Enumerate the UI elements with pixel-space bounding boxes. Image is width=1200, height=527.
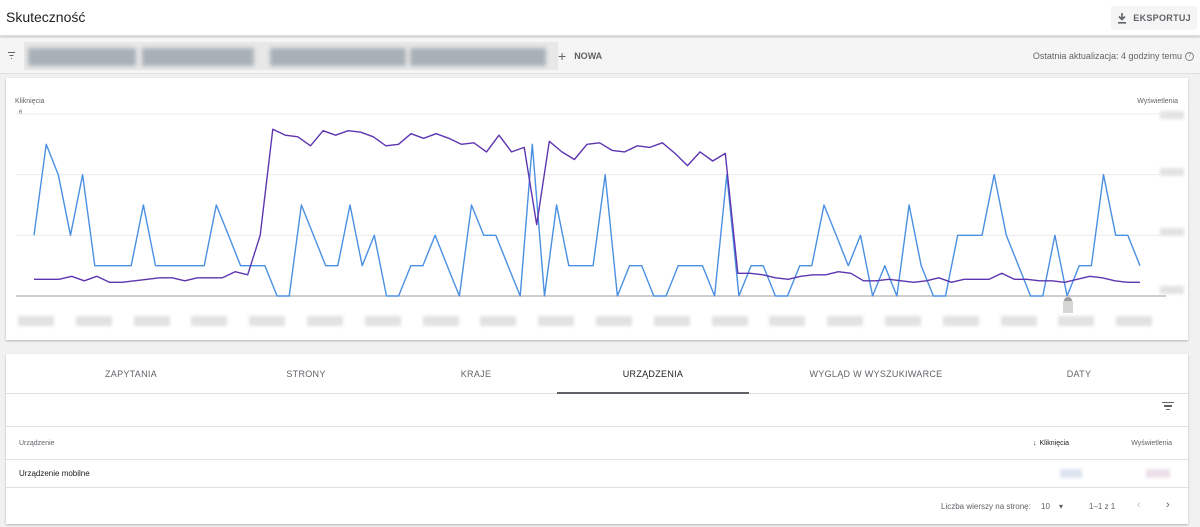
redacted-impressions-value — [1146, 469, 1170, 478]
redacted-tick — [1160, 286, 1184, 294]
filter-chip[interactable] — [270, 48, 406, 66]
table-row[interactable]: Urządzenie mobilne — [6, 460, 1188, 488]
redacted-x-tick — [480, 316, 517, 326]
dimensions-table-card: ZAPYTANIA STRONY KRAJE URZĄDZENIA WYGLĄD… — [6, 354, 1188, 524]
redacted-x-tick — [653, 316, 690, 326]
tab-pages[interactable]: STRONY — [286, 369, 326, 379]
left-axis-label: Kliknięcia — [15, 98, 45, 105]
last-update: Ostatnia aktualizacja: 4 godziny temu ? — [1033, 51, 1194, 61]
series-line-clicks[interactable] — [33, 143, 1141, 297]
page-title: Skuteczność — [6, 9, 86, 25]
redacted-x-tick — [538, 316, 575, 326]
page-range: 1–1 z 1 — [1089, 502, 1116, 511]
redacted-x-tick — [191, 316, 228, 326]
redacted-x-tick — [75, 316, 112, 326]
last-update-text: Ostatnia aktualizacja: 4 godziny temu — [1032, 51, 1182, 61]
annotation-marker-tail — [1063, 301, 1073, 313]
tab-queries[interactable]: ZAPYTANIA — [104, 369, 158, 379]
redacted-x-tick — [364, 316, 401, 326]
redacted-x-tick — [422, 316, 459, 326]
column-device[interactable]: Urządzenie — [19, 440, 55, 447]
tab-devices[interactable]: URZĄDZENIA — [557, 354, 749, 394]
redacted-x-tick — [249, 316, 286, 326]
redacted-x-tick — [769, 316, 806, 326]
redacted-x-tick — [133, 316, 170, 326]
filter-chip[interactable] — [410, 48, 546, 66]
export-label: EKSPORTUJ — [1133, 13, 1191, 23]
table-header: Urządzenie ↓ Kliknięcia Wyświetlenia — [6, 426, 1188, 460]
filter-chips — [24, 42, 558, 70]
left-axis-top-tick: 6 — [19, 110, 23, 116]
help-icon[interactable]: ? — [1185, 51, 1194, 61]
filter-bar: + NOWA Ostatnia aktualizacja: 4 godziny … — [0, 38, 1200, 74]
next-page-icon[interactable]: › — [1166, 499, 1170, 511]
dimension-tabs: ZAPYTANIA STRONY KRAJE URZĄDZENIA WYGLĄD… — [6, 354, 1188, 394]
tab-dates[interactable]: DATY — [1066, 369, 1092, 379]
line-chart[interactable] — [6, 78, 1188, 340]
export-button[interactable]: EKSPORTUJ — [1111, 6, 1197, 30]
redacted-x-tick — [711, 316, 748, 326]
new-filter-button[interactable]: + NOWA — [558, 48, 602, 64]
redacted-x-tick — [827, 316, 864, 326]
column-impressions[interactable]: Wyświetlenia — [1131, 440, 1172, 447]
filter-chip[interactable] — [142, 48, 254, 66]
redacted-tick — [1160, 111, 1184, 119]
plus-icon: + — [558, 48, 567, 64]
table-filter-icon[interactable] — [1162, 402, 1174, 412]
redacted-tick — [1160, 168, 1184, 176]
device-cell: Urządzenie mobilne — [19, 469, 90, 478]
redacted-clicks-value — [1060, 469, 1082, 478]
tab-search-appearance[interactable]: WYGLĄD W WYSZUKIWARCE — [809, 369, 943, 379]
pagination: Liczba wierszy na stronę: 10 ▾ 1–1 z 1 ‹… — [6, 494, 1188, 518]
download-icon — [1118, 12, 1127, 24]
filter-chip[interactable] — [28, 48, 136, 66]
redacted-x-tick — [1058, 316, 1095, 326]
redacted-x-tick — [18, 316, 54, 326]
column-clicks-label: Kliknięcia — [1039, 440, 1070, 447]
top-bar: Skuteczność EKSPORTUJ — [0, 0, 1200, 36]
column-clicks[interactable]: ↓ Kliknięcia — [1033, 440, 1069, 447]
redacted-tick — [1160, 228, 1184, 236]
rows-per-page-select[interactable]: 10 — [1041, 502, 1050, 511]
sort-arrow-icon: ↓ — [1033, 440, 1037, 447]
redacted-x-tick — [1000, 316, 1037, 326]
rows-per-page-label: Liczba wierszy na stronę: — [941, 502, 1031, 511]
new-filter-label: NOWA — [574, 51, 603, 61]
performance-chart-card: Kliknięcia Wyświetlenia 6 — [6, 78, 1188, 340]
redacted-x-tick — [942, 316, 979, 326]
tab-countries[interactable]: KRAJE — [460, 369, 492, 379]
redacted-x-tick — [596, 316, 632, 326]
redacted-x-tick — [885, 316, 921, 326]
filter-icon[interactable] — [8, 52, 15, 61]
prev-page-icon[interactable]: ‹ — [1137, 499, 1141, 511]
series-line-impressions[interactable] — [34, 128, 1140, 284]
redacted-x-tick — [1116, 316, 1153, 326]
dropdown-icon[interactable]: ▾ — [1059, 502, 1064, 511]
right-axis-label: Wyświetlenia — [1137, 98, 1178, 105]
redacted-x-tick — [307, 316, 343, 326]
